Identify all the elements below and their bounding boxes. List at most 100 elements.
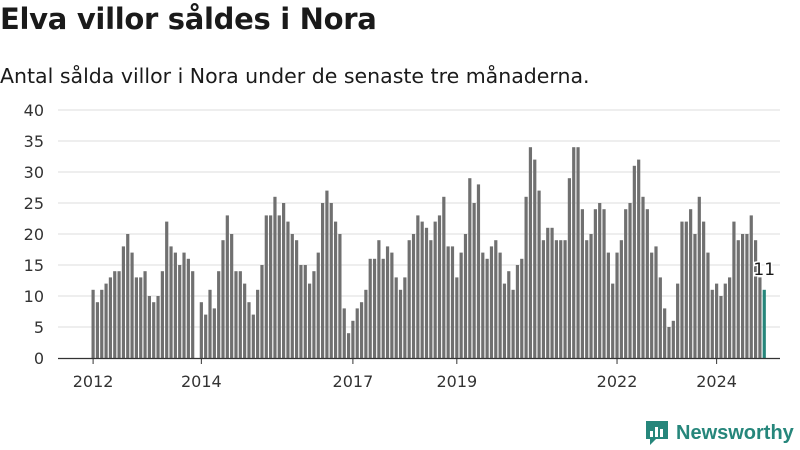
bar — [147, 296, 151, 358]
bar — [295, 240, 299, 358]
bar — [100, 289, 104, 358]
brand-name: Newsworthy — [676, 421, 794, 444]
bar — [113, 271, 117, 358]
bar — [390, 252, 394, 358]
bar — [429, 240, 433, 358]
bar — [126, 234, 130, 358]
bar — [507, 271, 511, 358]
bar — [546, 227, 550, 358]
bar — [654, 246, 658, 358]
bar — [143, 271, 147, 358]
bar — [299, 265, 303, 358]
bar — [394, 277, 398, 358]
bar — [308, 283, 312, 358]
bar — [416, 215, 420, 358]
bar — [303, 265, 307, 358]
bar — [182, 252, 186, 358]
newsworthy-logo: Newsworthy — [644, 419, 794, 447]
bar — [749, 215, 753, 358]
bars — [91, 147, 766, 358]
bar — [624, 209, 628, 358]
bar — [550, 227, 554, 358]
bar — [498, 252, 502, 358]
bar — [191, 271, 195, 358]
bar — [554, 240, 559, 358]
bar — [346, 333, 351, 358]
bar — [463, 234, 468, 358]
bar — [407, 240, 411, 358]
bar — [719, 296, 723, 358]
bar — [602, 209, 606, 358]
bar — [619, 240, 623, 358]
y-axis-ticks: 0 5 10 15 20 25 30 35 40 — [24, 101, 44, 368]
bar — [446, 246, 450, 358]
bar — [689, 209, 693, 358]
bar — [641, 196, 645, 358]
bar — [95, 302, 100, 358]
bar — [312, 271, 316, 358]
bar — [282, 203, 286, 358]
bar — [632, 165, 636, 358]
y-tick-label: 15 — [24, 256, 44, 275]
bar — [325, 190, 329, 358]
bar — [238, 271, 242, 358]
bar — [225, 215, 229, 358]
bar — [502, 283, 507, 358]
chart-subtitle: Antal sålda villor i Nora under de senas… — [0, 64, 590, 88]
bar — [511, 289, 515, 358]
bar — [277, 215, 281, 358]
bar — [450, 246, 455, 358]
bar — [611, 283, 615, 358]
bar — [104, 283, 108, 358]
bar — [637, 159, 641, 358]
bar — [320, 203, 325, 358]
bar — [572, 147, 576, 358]
bar — [537, 190, 541, 358]
bar — [650, 252, 654, 358]
bar — [563, 240, 567, 358]
bar — [403, 277, 407, 358]
bar — [286, 221, 290, 358]
bar — [745, 234, 749, 358]
bar — [481, 252, 485, 358]
bar — [385, 246, 390, 358]
bar — [247, 302, 251, 358]
bar — [576, 147, 580, 358]
bar — [91, 289, 95, 358]
bar — [723, 283, 727, 358]
bar — [442, 196, 446, 358]
bar — [524, 196, 528, 358]
bar — [728, 277, 732, 358]
bar — [437, 215, 442, 358]
bar — [585, 240, 589, 358]
bar — [424, 227, 429, 358]
bar — [411, 234, 416, 358]
x-tick-label: 2014 — [181, 372, 222, 391]
bar — [676, 283, 680, 358]
bar — [186, 258, 190, 358]
bar — [333, 221, 338, 358]
bar — [359, 302, 364, 358]
bar — [468, 178, 472, 358]
bar — [680, 221, 684, 358]
latest-value-label: 11 — [753, 260, 775, 280]
bar — [316, 252, 320, 358]
bar — [667, 327, 671, 358]
y-tick-label: 40 — [24, 101, 44, 120]
bar — [606, 252, 610, 358]
bar — [645, 209, 649, 358]
bar — [741, 234, 745, 358]
bar — [377, 240, 381, 358]
bar — [217, 271, 221, 358]
x-tick-label: 2022 — [597, 372, 638, 391]
bar — [658, 277, 662, 358]
bar — [173, 252, 177, 358]
x-tick-label: 2024 — [696, 372, 737, 391]
bar — [758, 277, 762, 358]
bar — [693, 234, 697, 358]
bar — [520, 258, 524, 358]
bar-latest — [762, 289, 766, 358]
x-tick-label: 2012 — [73, 372, 114, 391]
chart-title: Elva villor såldes i Nora — [0, 2, 377, 36]
